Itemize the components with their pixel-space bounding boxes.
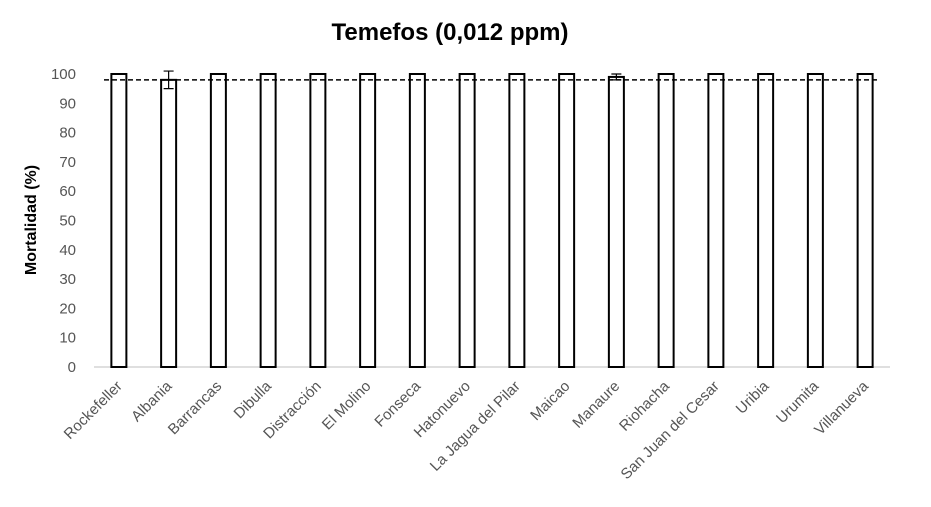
x-tick-label: San Juan del Cesar (618, 378, 723, 483)
x-tick-label: Maicao (527, 378, 573, 424)
bar (757, 73, 775, 368)
x-tick-label: Albania (128, 377, 176, 425)
y-tick-label: 30 (59, 271, 76, 288)
y-tick-label: 80 (59, 125, 76, 142)
x-tick-label: Dibulla (231, 377, 276, 422)
y-ticks: 0 10 20 30 40 50 60 70 80 90 100 (51, 66, 76, 376)
x-tick-label: El Molino (319, 378, 375, 434)
x-tick-label: Rockefeller (61, 378, 126, 443)
x-tick-label: Villanueva (811, 377, 872, 438)
y-tick-label: 20 (59, 300, 76, 317)
y-tick-label: 10 (59, 330, 76, 347)
bar (856, 73, 874, 368)
bar (558, 73, 576, 368)
bar (508, 73, 526, 368)
bar (309, 73, 327, 368)
bar (458, 73, 476, 368)
bar (359, 73, 377, 368)
bar (707, 73, 725, 368)
bar (209, 73, 227, 368)
bar (657, 73, 675, 368)
x-tick-label: Urumita (773, 377, 823, 427)
bar (607, 75, 625, 369)
y-tick-label: 40 (59, 242, 76, 259)
y-tick-label: 60 (59, 183, 76, 200)
x-tick-label: Barrancas (165, 378, 225, 438)
bar (110, 73, 128, 368)
bar (806, 73, 824, 368)
x-tick-label: Uribia (733, 377, 773, 417)
y-tick-label: 100 (51, 66, 76, 83)
x-tick-label: Manaure (569, 378, 623, 432)
bar (408, 73, 426, 368)
y-tick-label: 0 (68, 359, 76, 376)
x-tick-label: La Jagua del Pilar (427, 378, 524, 475)
bar (160, 78, 178, 369)
chart-title: Temefos (0,012 ppm) (332, 19, 569, 46)
y-axis-label: Mortalidad (%) (23, 165, 40, 275)
bars (110, 73, 874, 369)
y-tick-label: 90 (59, 95, 76, 112)
y-tick-label: 50 (59, 213, 76, 230)
bar (259, 73, 277, 368)
y-tick-label: 70 (59, 154, 76, 171)
